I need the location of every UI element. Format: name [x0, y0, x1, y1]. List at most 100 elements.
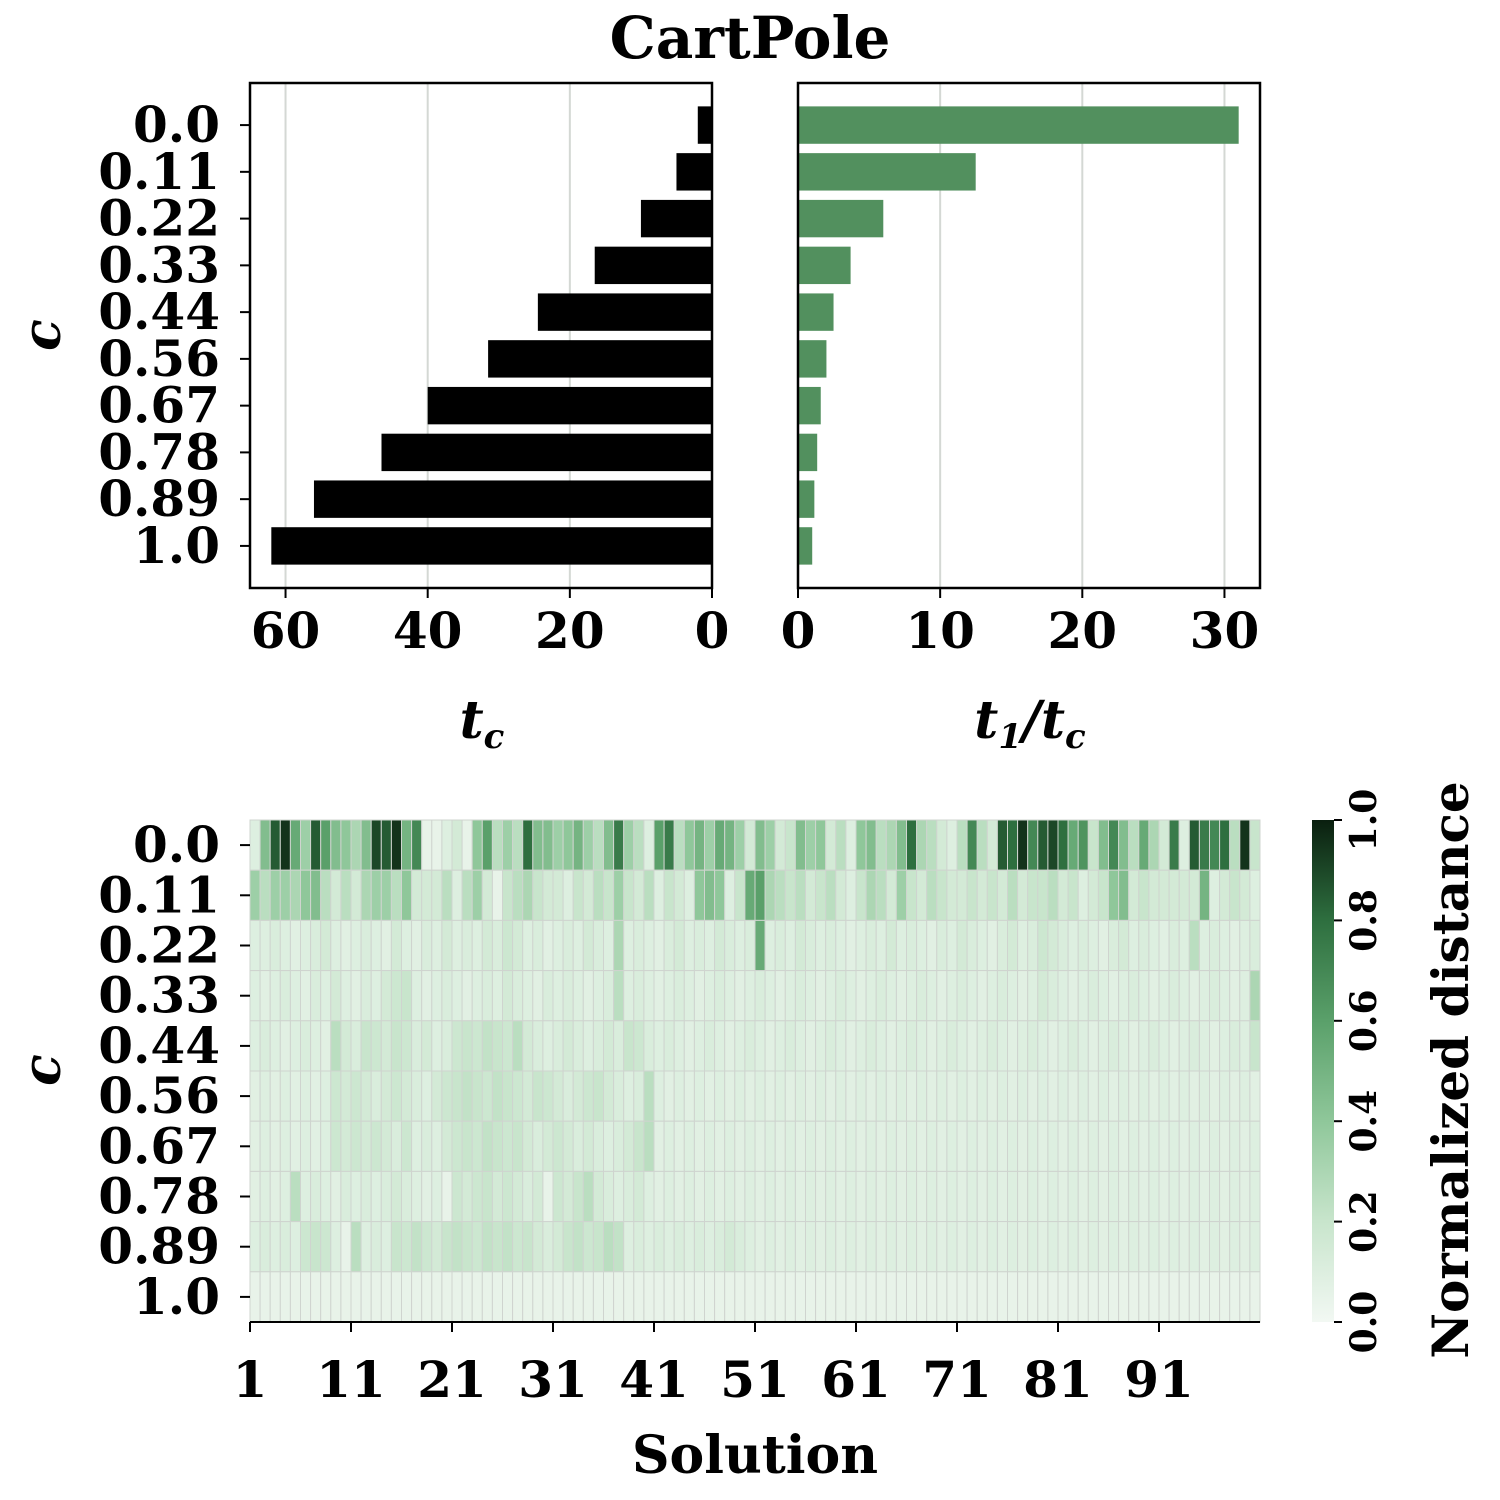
- y-tick-label: 0.67: [98, 1116, 220, 1175]
- heatmap-cell: [512, 1070, 524, 1122]
- heatmap-cell: [936, 1070, 948, 1122]
- heatmap-cell: [845, 919, 857, 972]
- heatmap-cell: [330, 869, 342, 921]
- heatmap-cell: [390, 1120, 402, 1172]
- heatmap-cell: [1108, 1221, 1120, 1273]
- heatmap-cell: [502, 1170, 514, 1223]
- heatmap-cell: [673, 819, 685, 871]
- heatmap-cell: [865, 819, 877, 871]
- heatmap-cell: [623, 1070, 635, 1122]
- heatmap-cell: [279, 819, 291, 871]
- heatmap-cell: [805, 970, 817, 1022]
- heatmap-cell: [1118, 1271, 1130, 1323]
- heatmap-cell: [1178, 1221, 1190, 1273]
- heatmap-cell: [289, 1070, 301, 1122]
- heatmap-cell: [1057, 869, 1069, 921]
- heatmap-cell: [1057, 1070, 1069, 1122]
- heatmap-cell: [1067, 819, 1079, 871]
- heatmap-cell: [714, 1020, 726, 1072]
- heatmap-cell: [451, 819, 463, 871]
- heatmap-cell: [259, 869, 271, 921]
- heatmap-cell: [1239, 919, 1251, 972]
- heatmap-cell: [451, 970, 463, 1022]
- heatmap-cell: [794, 1170, 807, 1223]
- heatmap-cell: [441, 1020, 453, 1072]
- heatmap-cell: [300, 970, 312, 1022]
- heatmap-cell: [360, 1271, 372, 1323]
- heatmap-cell: [259, 819, 271, 871]
- heatmap-cell: [774, 819, 786, 871]
- heatmap-cell: [734, 1020, 746, 1072]
- heatmap-cell: [1168, 970, 1180, 1022]
- heatmap-cell: [996, 1120, 1009, 1172]
- heatmap-cell: [1239, 1120, 1251, 1172]
- heatmap-cell: [1249, 970, 1261, 1022]
- heatmap-cell: [390, 919, 402, 972]
- heatmap-cell: [330, 1070, 342, 1122]
- heatmap-cell: [249, 819, 261, 871]
- heatmap-cell: [330, 919, 342, 972]
- heatmap-cell: [865, 1170, 877, 1223]
- heatmap-cell: [390, 1271, 402, 1323]
- heatmap-cell: [1118, 869, 1130, 921]
- heatmap-cell: [1249, 1271, 1261, 1323]
- heatmap-cell: [633, 1170, 645, 1223]
- heatmap-cell: [835, 1170, 847, 1223]
- heatmap-cell: [1027, 1170, 1039, 1223]
- y-tick-label: 0.89: [98, 469, 220, 528]
- heatmap-cell: [512, 919, 524, 972]
- heatmap-cell: [784, 1070, 796, 1122]
- heatmap-cell: [1077, 869, 1089, 921]
- heatmap-cell: [603, 819, 615, 871]
- heatmap-cell: [522, 819, 534, 871]
- heatmap-cell: [1148, 1070, 1160, 1122]
- heatmap-cell: [491, 1020, 503, 1072]
- heatmap-cell: [370, 970, 382, 1022]
- heatmap-cell: [1168, 869, 1180, 921]
- heatmap-cell: [562, 1170, 574, 1223]
- heatmap-cell: [643, 1221, 655, 1273]
- figure-title: CartPole: [610, 4, 891, 72]
- heatmap-cell: [390, 869, 402, 921]
- heatmap-cell: [865, 1221, 877, 1273]
- heatmap-cell: [522, 1070, 534, 1122]
- heatmap-cell: [491, 1070, 503, 1122]
- heatmap-cell: [1057, 970, 1069, 1022]
- heatmap-cell: [360, 1170, 372, 1223]
- heatmap-cell: [966, 919, 978, 972]
- heatmap-cell: [764, 869, 776, 921]
- heatmap-cell: [441, 1070, 453, 1122]
- heatmap-cell: [1057, 919, 1069, 972]
- heatmap-cell: [986, 1170, 998, 1223]
- heatmap-cell: [1027, 970, 1039, 1022]
- heatmap-cell: [744, 869, 756, 921]
- heatmap-cell: [370, 1271, 382, 1323]
- heatmap-cell: [704, 869, 716, 921]
- heatmap-cell: [1249, 1170, 1261, 1223]
- heatmap-cell: [734, 1120, 746, 1172]
- heatmap-cell: [1027, 1221, 1039, 1273]
- heatmap-cell: [1138, 970, 1150, 1022]
- heatmap-cell: [825, 1020, 837, 1072]
- heatmap-cell: [1209, 869, 1221, 921]
- heatmap-cell: [865, 1020, 877, 1072]
- heatmap-cell: [411, 1170, 423, 1223]
- heatmap-cell: [320, 1070, 332, 1122]
- heatmap-cell: [562, 1271, 574, 1323]
- heatmap-cell: [380, 970, 392, 1022]
- heatmap-cell: [471, 1070, 483, 1122]
- heatmap-cell: [825, 1070, 837, 1122]
- heatmap-cell: [1067, 1070, 1079, 1122]
- heatmap-cell: [1148, 1170, 1160, 1223]
- heatmap-cell: [815, 970, 827, 1022]
- heatmap-cell: [1017, 1020, 1029, 1072]
- heatmap-cell: [320, 1120, 332, 1172]
- heatmap-cell: [704, 1221, 716, 1273]
- heatmap-cell: [1027, 1120, 1039, 1172]
- heatmap-cell: [815, 869, 827, 921]
- heatmap-cell: [966, 1221, 978, 1273]
- tc-bar-panel: 60 40 20 0 0.00.110.220.330.440.560.670.780.…: [98, 81, 729, 660]
- heatmap-cell: [522, 1221, 534, 1273]
- heatmap-cell: [774, 919, 786, 972]
- heatmap-cell: [673, 1120, 685, 1172]
